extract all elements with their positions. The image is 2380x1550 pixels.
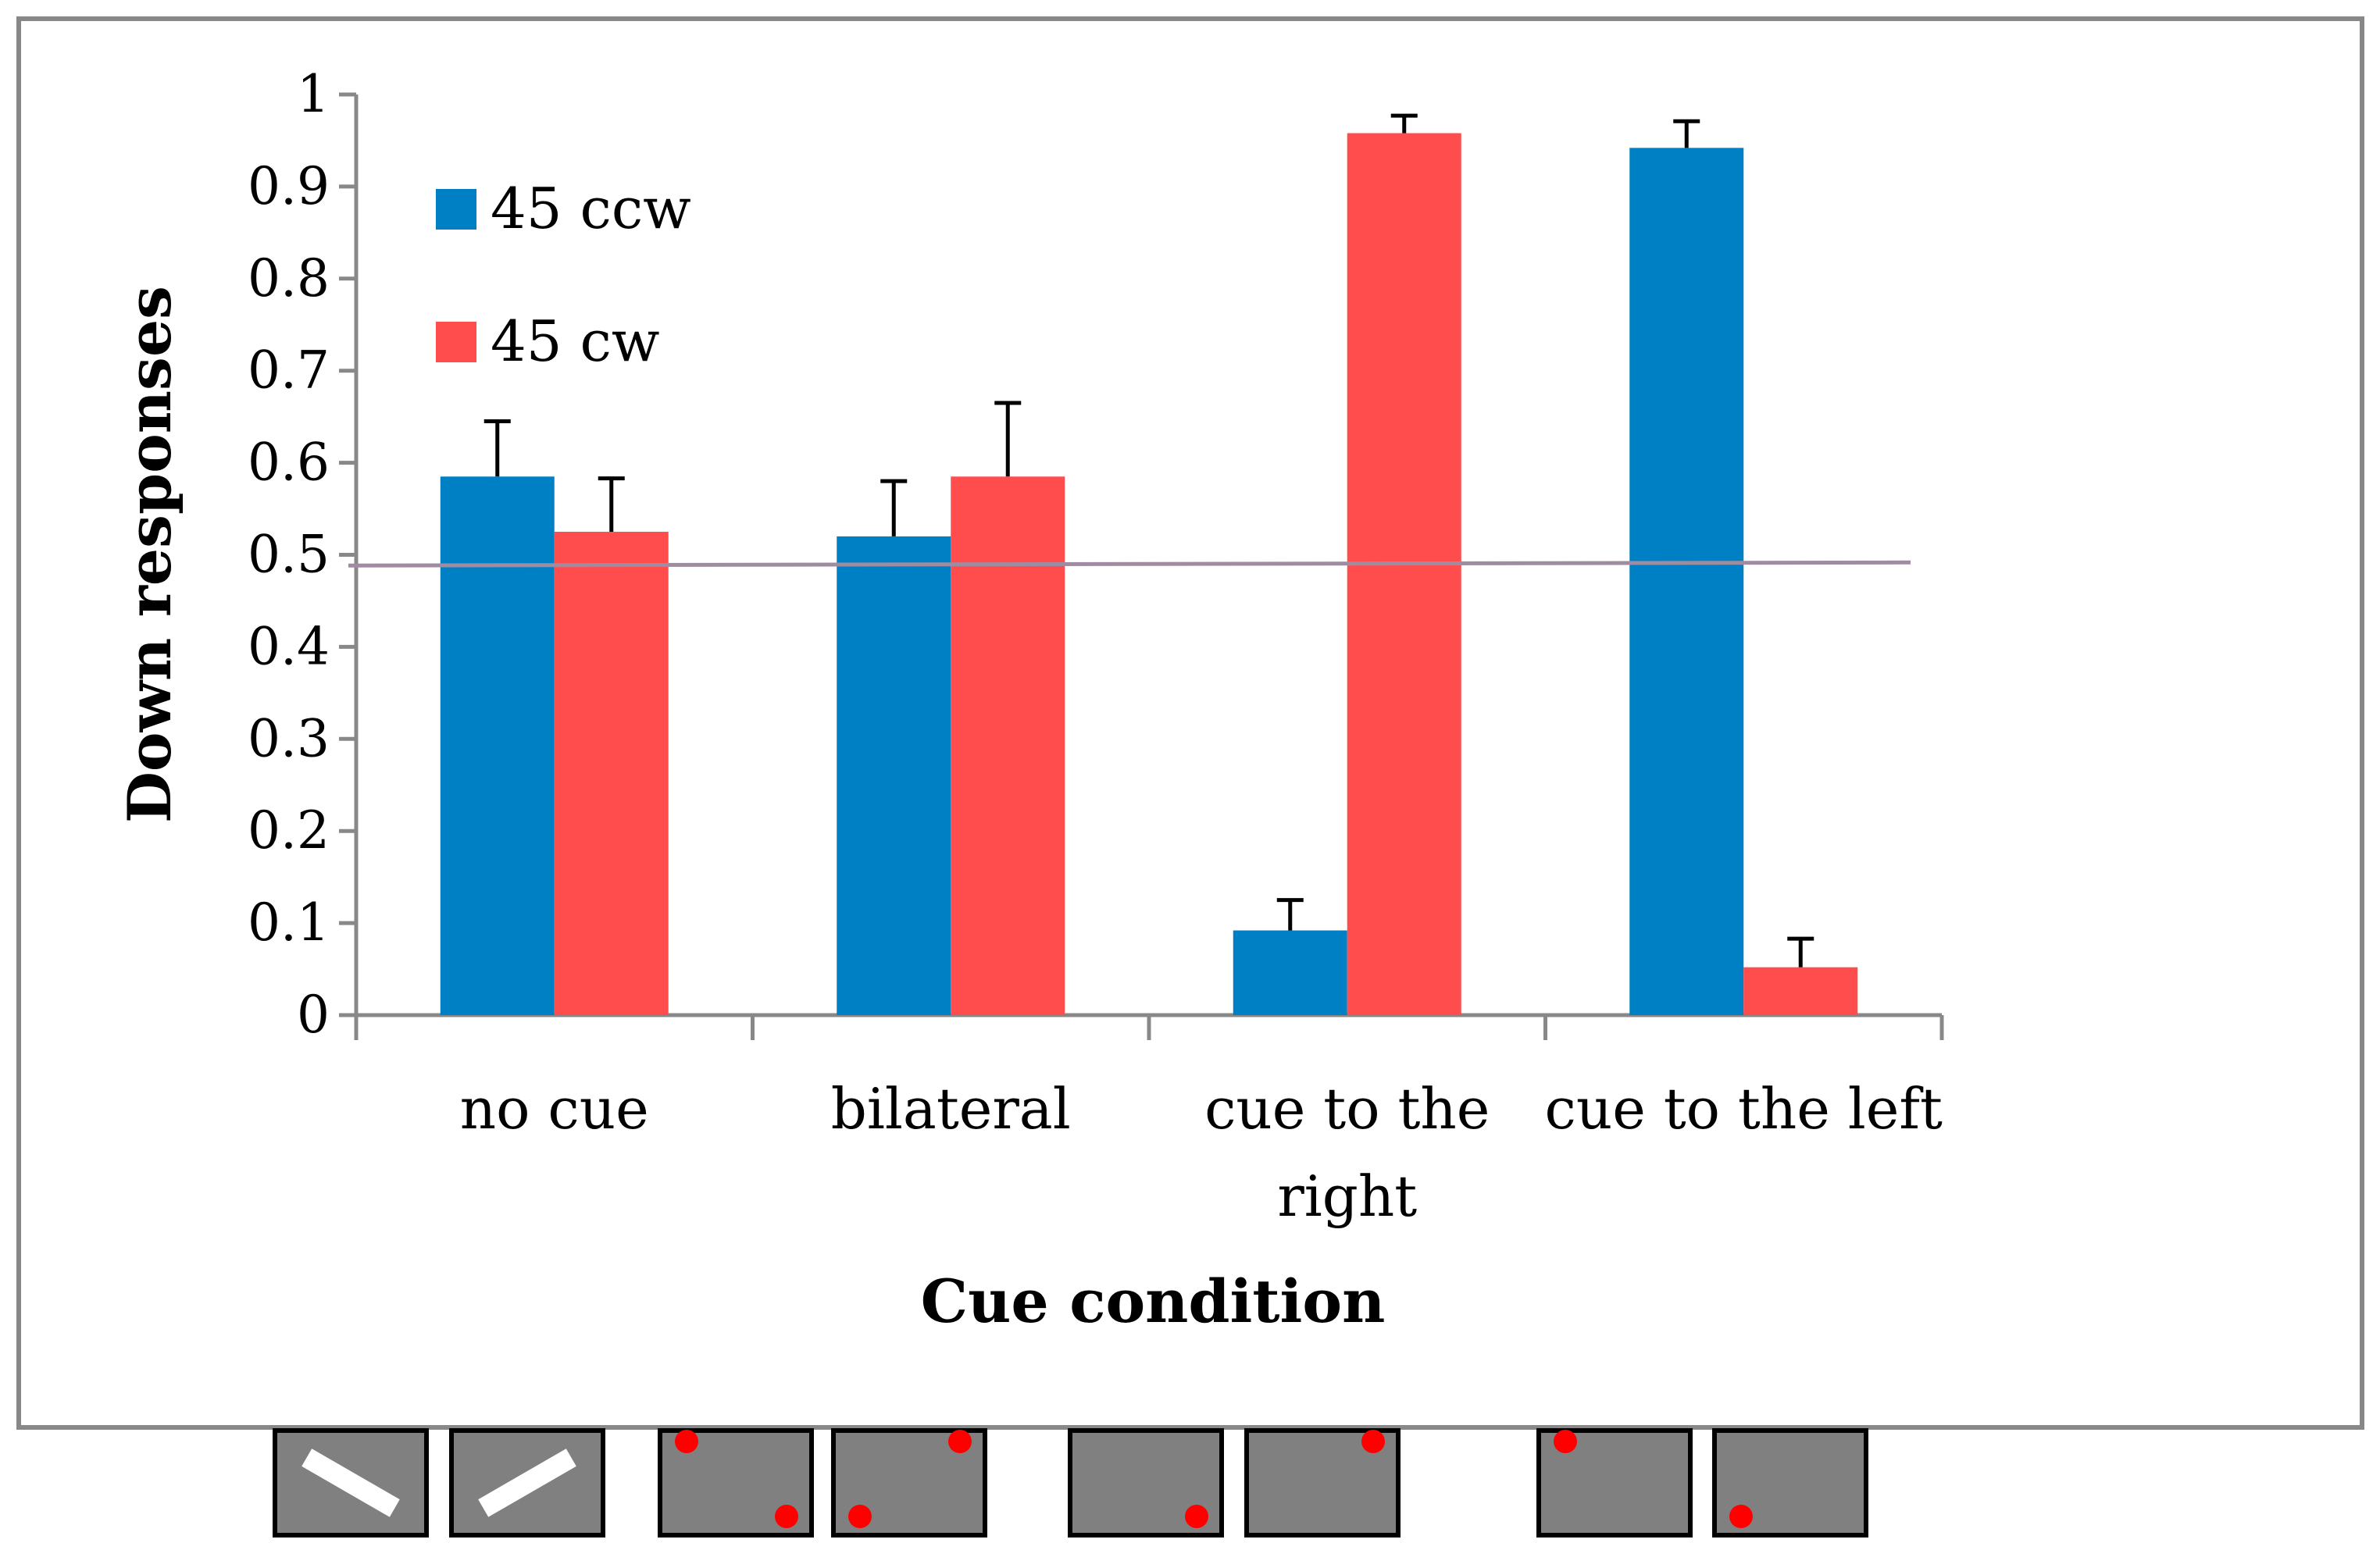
bar-cw bbox=[1347, 133, 1461, 1015]
y-tick-label: 0.1 bbox=[248, 893, 330, 953]
y-tick-label: 0.5 bbox=[248, 525, 330, 585]
y-tick-label: 0.3 bbox=[248, 708, 330, 768]
cue-dot bbox=[775, 1505, 798, 1528]
legend-swatch bbox=[436, 322, 476, 362]
cue-dot bbox=[1729, 1505, 1753, 1528]
grating-bar bbox=[302, 1448, 400, 1517]
x-tick-label: right bbox=[1277, 1163, 1417, 1229]
legend-swatch bbox=[436, 189, 476, 230]
x-axis-title: Cue condition bbox=[921, 1267, 1386, 1336]
y-tick-label: 1 bbox=[297, 64, 330, 124]
legend-label: 45 ccw bbox=[491, 176, 691, 241]
y-tick-label: 0.9 bbox=[248, 156, 330, 216]
x-tick-label: cue to the left bbox=[1545, 1076, 1943, 1142]
cue-dot bbox=[1554, 1430, 1577, 1453]
chart-frame bbox=[16, 16, 2364, 1430]
cue-dot bbox=[848, 1505, 872, 1528]
x-tick-label: no cue bbox=[460, 1076, 649, 1142]
y-tick-label: 0.8 bbox=[248, 248, 330, 308]
stimuli-row bbox=[273, 1428, 1868, 1538]
cue-dot bbox=[675, 1430, 698, 1453]
y-tick-label: 0.4 bbox=[248, 616, 330, 676]
grating-bar bbox=[478, 1448, 576, 1517]
reference-line bbox=[348, 560, 1911, 568]
bar-cw bbox=[1743, 967, 1858, 1015]
y-tick-label: 0 bbox=[297, 985, 330, 1045]
bar-ccw bbox=[440, 476, 555, 1015]
cue-dot bbox=[1361, 1430, 1385, 1453]
bar-ccw bbox=[1629, 148, 1744, 1016]
cue-dot bbox=[948, 1430, 972, 1453]
y-tick-label: 0.2 bbox=[248, 800, 330, 861]
legend-label: 45 cw bbox=[491, 308, 659, 374]
bar-ccw bbox=[837, 536, 951, 1015]
x-tick-label: cue to the bbox=[1204, 1076, 1490, 1142]
bar-cw bbox=[554, 532, 669, 1015]
plot-area: 0 0.1 0.2 0.3 0.4 0.5 0.6 0.7 0.8 0.9 1 no cue bilat… bbox=[115, 64, 1944, 1336]
y-tick-label: 0.7 bbox=[248, 340, 330, 401]
x-tick-label: bilateral bbox=[831, 1076, 1071, 1142]
y-axis-title: Down responses bbox=[115, 286, 184, 823]
bar-ccw bbox=[1233, 930, 1347, 1015]
bar-cw bbox=[951, 476, 1065, 1015]
cue-dot bbox=[1185, 1505, 1208, 1528]
y-tick-label: 0.6 bbox=[248, 433, 330, 493]
